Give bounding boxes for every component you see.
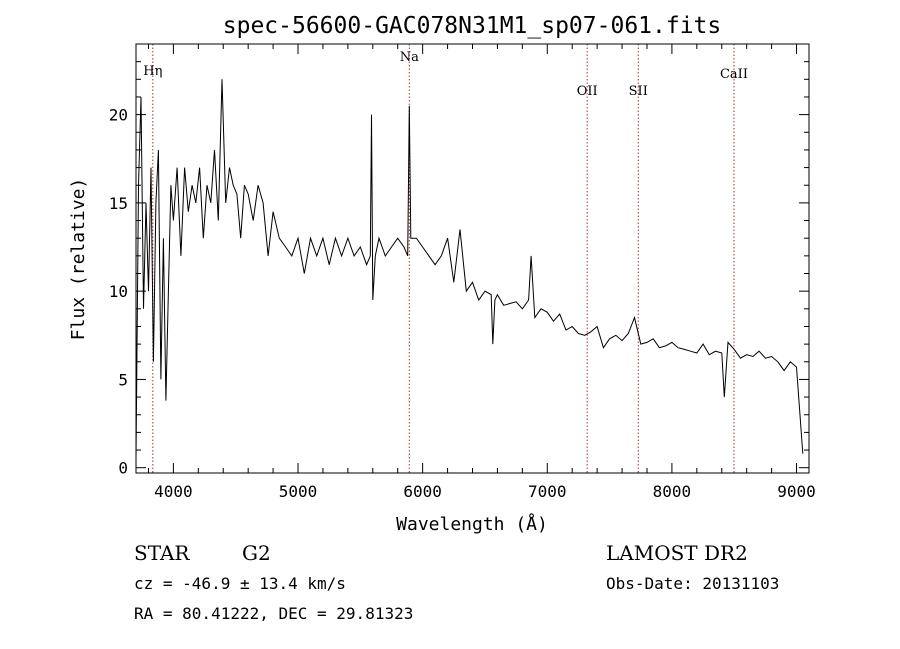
y-tick-label-3: 15 bbox=[109, 194, 128, 213]
plot-frame bbox=[135, 43, 810, 474]
line-marker-label-4: CaII bbox=[720, 67, 748, 82]
x-tick-label-1: 5000 bbox=[279, 482, 318, 501]
y-tick-label-4: 20 bbox=[109, 106, 128, 125]
line-marker-label-3: SII bbox=[629, 84, 648, 99]
observation-date: Obs-Date: 20131103 bbox=[606, 574, 779, 593]
x-tick-label-5: 9000 bbox=[777, 482, 816, 501]
survey-name: LAMOST DR2 bbox=[606, 541, 748, 565]
spectral-subclass: G2 bbox=[242, 541, 271, 565]
line-marker-label-1: Na bbox=[400, 50, 419, 65]
x-tick-label-2: 6000 bbox=[403, 482, 442, 501]
line-marker-label-2: OII bbox=[577, 84, 598, 99]
x-tick-label-3: 7000 bbox=[528, 482, 567, 501]
y-tick-label-1: 5 bbox=[118, 370, 128, 389]
y-axis-label: Flux (relative) bbox=[68, 178, 89, 341]
spectrum-series-line bbox=[135, 79, 804, 459]
y-tick-label-2: 10 bbox=[109, 282, 128, 301]
x-tick-label-4: 8000 bbox=[653, 482, 692, 501]
y-tick-label-0: 0 bbox=[118, 459, 128, 478]
x-axis-label: Wavelength (Å) bbox=[396, 513, 548, 535]
redshift-velocity: cz = -46.9 ± 13.4 km/s bbox=[134, 574, 346, 593]
plot-area: Hη Na OII SII CaII 4000 5000 6000 7000 8000 9000 0 5… bbox=[109, 43, 816, 501]
chart-title: spec-56600-GAC078N31M1_sp07-061.fits bbox=[223, 13, 722, 39]
x-tick-label-0: 4000 bbox=[154, 482, 193, 501]
object-class: STAR bbox=[134, 541, 190, 565]
line-marker-label-0: Hη bbox=[143, 64, 162, 79]
coordinates: RA = 80.41222, DEC = 29.81323 bbox=[134, 604, 413, 623]
